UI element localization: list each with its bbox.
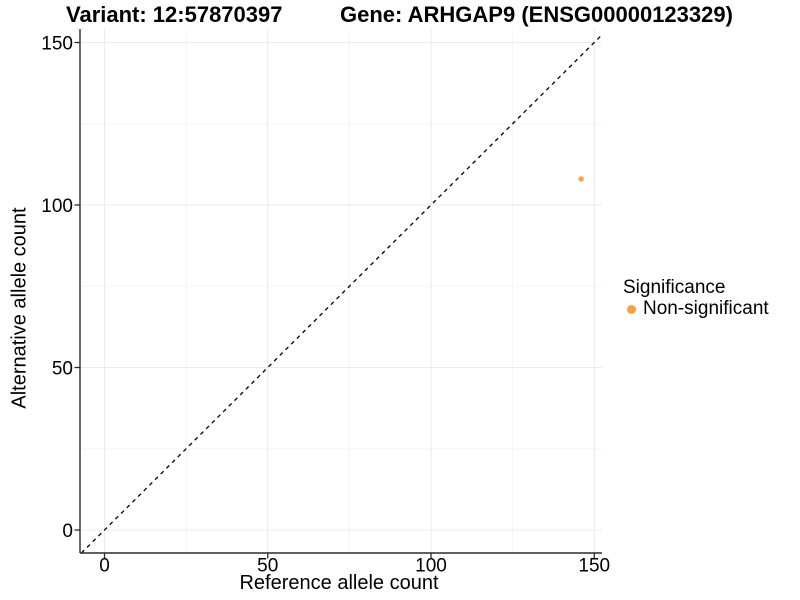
x-tick-label: 50	[257, 556, 278, 577]
legend: Significance Non-significant	[622, 277, 769, 318]
y-tick-label: 50	[52, 359, 73, 380]
y-tick-label: 150	[41, 34, 73, 55]
legend-item: Non-significant	[622, 298, 769, 319]
y-tick-label: 0	[62, 521, 73, 542]
legend-title: Significance	[623, 277, 726, 298]
x-axis-title: Reference allele count	[239, 572, 439, 594]
x-tick-label: 150	[578, 556, 610, 577]
x-tick-label: 0	[99, 556, 110, 577]
legend-item-label: Non-significant	[643, 298, 769, 319]
y-axis-title: Alternative allele count	[8, 207, 31, 409]
y-tick-label: 100	[41, 196, 73, 217]
variant-title: Variant: 12:57870397	[66, 2, 283, 27]
legend-point-icon	[627, 304, 636, 314]
identity-dashed-line	[80, 34, 603, 554]
x-tick-label: 100	[415, 556, 447, 577]
data-point	[578, 176, 584, 182]
gene-title: Gene: ARHGAP9 (ENSG00000123329)	[340, 2, 733, 27]
